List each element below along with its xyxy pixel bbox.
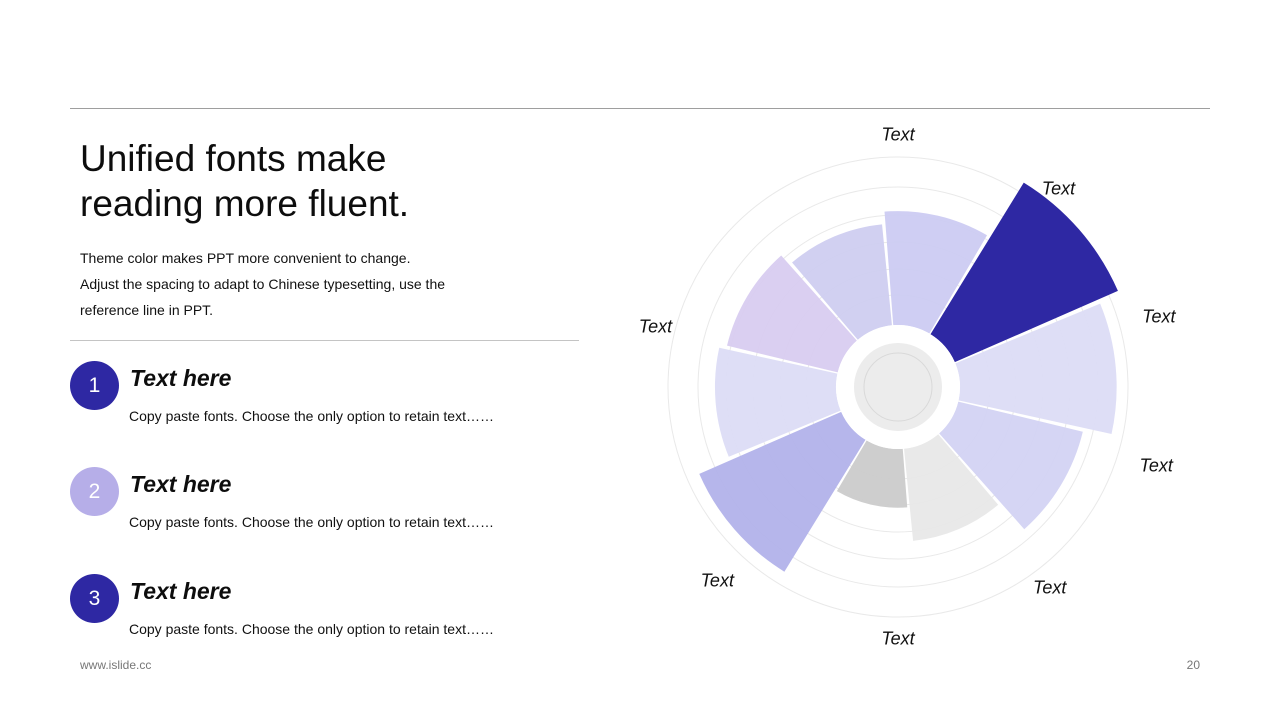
- chart-canvas: [667, 156, 1129, 618]
- item-description: Copy paste fonts. Choose the only option…: [129, 621, 494, 637]
- segment-label: Text: [1139, 455, 1173, 476]
- chart-segment: [699, 411, 866, 572]
- number-badge: 3: [70, 574, 119, 623]
- list-item: 1 Text here Copy paste fonts. Choose the…: [70, 361, 590, 441]
- item-description: Copy paste fonts. Choose the only option…: [129, 514, 494, 530]
- number-badge: 2: [70, 467, 119, 516]
- page-number: 20: [1186, 658, 1200, 672]
- section-divider: [70, 340, 579, 341]
- chart-segment: [727, 255, 857, 373]
- segment-label: Text: [638, 316, 673, 337]
- polar-area-chart: Text Text Text Text Text Text Text Text: [600, 110, 1220, 650]
- footer-url: www.islide.cc: [80, 658, 152, 672]
- center-disc: [854, 343, 942, 431]
- center-disc: [863, 352, 933, 422]
- chart-segment: [939, 401, 1083, 530]
- chart-segment: [836, 440, 908, 508]
- grid-ring: [667, 156, 1129, 618]
- chart-segment: [884, 211, 988, 334]
- chart-segment: [904, 434, 999, 541]
- item-description: Copy paste fonts. Choose the only option…: [129, 408, 494, 424]
- desc-line-1: Theme color makes PPT more convenient to…: [80, 250, 411, 266]
- segment-label: Text: [881, 628, 915, 649]
- chart-segment: [792, 224, 892, 340]
- chart-segment: [714, 347, 841, 457]
- chart-segment: [930, 182, 1118, 363]
- segment-label: Text: [881, 124, 915, 145]
- item-title: Text here: [130, 578, 232, 604]
- segment-label: Text: [1032, 577, 1067, 598]
- slide-description: Theme color makes PPT more convenient to…: [80, 245, 560, 323]
- desc-line-3: reference line in PPT.: [80, 302, 214, 318]
- number-badge: 1: [70, 361, 119, 410]
- list-item: 3 Text here Copy paste fonts. Choose the…: [70, 574, 590, 654]
- item-title: Text here: [130, 471, 232, 497]
- desc-line-2: Adjust the spacing to adapt to Chinese t…: [80, 276, 446, 292]
- segment-label: Text: [700, 570, 734, 591]
- title-line-1: Unified fonts make: [80, 138, 387, 179]
- slide-title: Unified fonts make reading more fluent.: [80, 136, 560, 226]
- item-title: Text here: [130, 365, 232, 391]
- segment-label: Text: [1142, 306, 1176, 327]
- title-line-2: reading more fluent.: [80, 183, 410, 224]
- list-item: 2 Text here Copy paste fonts. Choose the…: [70, 467, 590, 547]
- top-divider: [70, 108, 1210, 109]
- segment-label: Text: [1041, 178, 1076, 199]
- chart-segment: [955, 303, 1117, 434]
